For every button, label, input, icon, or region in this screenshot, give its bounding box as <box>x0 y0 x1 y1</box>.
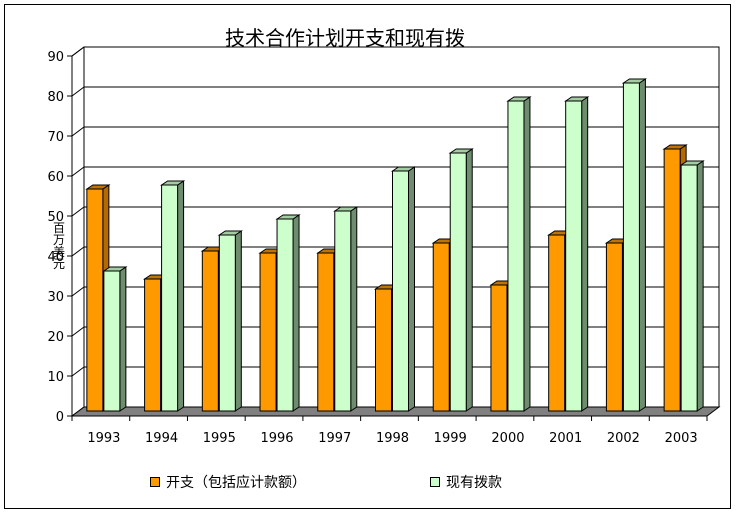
y-tick-label: 0 <box>56 410 64 425</box>
x-tick-label: 1998 <box>376 431 409 446</box>
bar-appropriation-side <box>292 214 300 412</box>
bar-appropriation <box>565 100 583 412</box>
y-axis-label-char: 万 <box>52 233 65 247</box>
bar-appropriation-side <box>119 266 127 412</box>
bar-appropriation-side <box>177 180 185 412</box>
x-tick-label: 2002 <box>607 431 640 446</box>
legend: 开支（包括应计款额） 现有拨款 <box>150 472 650 492</box>
y-tick-label: 40 <box>47 250 64 265</box>
bar-appropriation <box>103 270 121 412</box>
legend-swatch-expenditure <box>150 477 160 487</box>
bar-appropriation <box>622 82 640 412</box>
gridline-depth <box>71 166 85 177</box>
x-tick-label: 1997 <box>318 431 351 446</box>
y-axis-label: 百 万 美 元 <box>51 222 67 270</box>
x-tick-label: 2003 <box>665 431 698 446</box>
bar-appropriation <box>276 218 294 412</box>
legend-label-appropriation: 现有拨款 <box>446 475 502 491</box>
gridline-depth <box>71 246 85 257</box>
y-axis-label-char: 美 <box>52 245 65 259</box>
bar-appropriation-side <box>465 148 473 412</box>
gridline-depth <box>71 206 85 217</box>
bar-expenditure <box>201 250 219 412</box>
bar-appropriation <box>334 210 352 412</box>
left-wall-top-edge <box>71 46 85 57</box>
legend-item-expenditure: 开支（包括应计款额） <box>150 472 306 492</box>
bar-appropriation-side <box>408 166 415 412</box>
bar-expenditure <box>259 252 277 412</box>
chart-title-line-1: 技术合作计划开支和现有拨 <box>225 26 465 50</box>
bar-appropriation <box>392 170 409 412</box>
gridline-depth <box>71 286 85 297</box>
y-tick-label: 30 <box>47 290 64 305</box>
y-tick-label: 70 <box>47 130 64 145</box>
bar-expenditure <box>548 234 566 412</box>
bar-appropriation <box>449 152 467 412</box>
y-axis-label-char: 百 <box>52 221 65 235</box>
gridline-depth <box>71 126 85 137</box>
y-tick-label: 50 <box>47 210 64 225</box>
bar-expenditure <box>375 288 392 412</box>
y-tick-label: 20 <box>47 330 64 345</box>
x-tick-label: 1995 <box>203 431 236 446</box>
bar-appropriation-side <box>581 96 589 412</box>
bar-expenditure <box>490 284 508 412</box>
bar-expenditure <box>663 148 681 412</box>
gridline-depth <box>71 326 85 337</box>
y-axis-label-char: 元 <box>52 257 65 271</box>
x-tick-label: 2001 <box>549 431 582 446</box>
gridline-depth <box>71 366 85 377</box>
bar-appropriation <box>218 234 236 412</box>
y-tick-label: 90 <box>47 50 64 65</box>
y-tick-label: 80 <box>47 90 64 105</box>
legend-swatch-appropriation <box>430 477 440 487</box>
bar-expenditure <box>605 242 623 412</box>
bar-expenditure <box>144 278 162 412</box>
bar-appropriation-side <box>234 230 242 412</box>
bar-appropriation <box>680 164 698 412</box>
bar-appropriation-side <box>696 160 704 412</box>
bar-expenditure <box>86 188 104 412</box>
bar-expenditure <box>317 252 335 412</box>
bar-appropriation <box>161 184 179 412</box>
y-tick-label: 10 <box>47 370 64 385</box>
legend-item-appropriation: 现有拨款 <box>430 472 502 492</box>
x-tick-label: 1994 <box>145 431 178 446</box>
x-tick-label: 1996 <box>260 431 293 446</box>
x-tick-label: 2000 <box>491 431 524 446</box>
y-tick-label: 60 <box>47 170 64 185</box>
bar-appropriation-side <box>523 96 531 412</box>
bar-appropriation-side <box>638 78 646 412</box>
bar-expenditure <box>432 242 450 412</box>
legend-label-expenditure: 开支（包括应计款额） <box>166 475 306 491</box>
x-tick-label: 1999 <box>434 431 467 446</box>
bar-appropriation-side <box>350 206 358 412</box>
gridline-depth <box>71 86 85 97</box>
bar-appropriation <box>507 100 525 412</box>
x-tick-label: 1993 <box>87 431 120 446</box>
